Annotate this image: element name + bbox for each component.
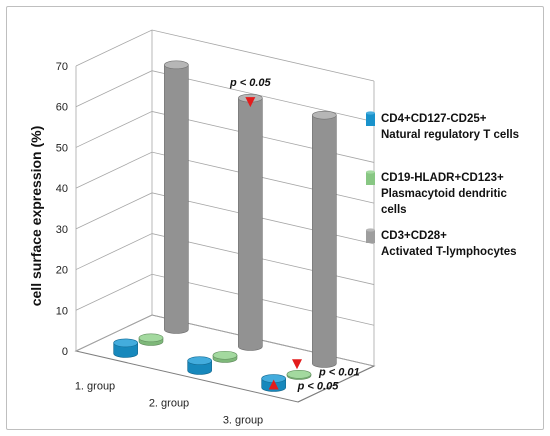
y-axis-label: cell surface expression (%)	[28, 126, 44, 307]
floor-edge	[297, 365, 375, 403]
y-tick-label: 20	[56, 265, 68, 277]
annotation: p < 0.05	[229, 77, 272, 108]
y-tick-label: 10	[56, 305, 68, 317]
bar	[212, 350, 238, 363]
down-triangle-marker	[245, 97, 256, 108]
legend-label: Activated T-lymphocytes	[381, 246, 516, 258]
category-labels: 1. group 2. group 3. group	[75, 381, 263, 427]
annotation: p < 0.05	[268, 379, 340, 393]
y-tick-label: 0	[62, 346, 68, 358]
legend-label: CD19-HLADR+CD123+	[381, 172, 504, 184]
down-triangle-marker	[292, 359, 302, 370]
gridlines	[75, 29, 375, 403]
up-triangle-marker	[268, 379, 279, 390]
legend-swatch-top	[366, 170, 375, 174]
legend-label: CD3+CD28+	[381, 230, 447, 242]
annotations: p < 0.05 p < 0.01 p < 0.05	[229, 77, 360, 392]
legend-swatch	[366, 172, 375, 185]
y-tick-label: 70	[56, 61, 68, 73]
legend-swatch	[366, 230, 375, 243]
bar-top	[212, 350, 238, 360]
bar-top	[286, 369, 312, 379]
legend-label: cells	[381, 204, 407, 216]
y-tick-labels: 0 10 20 30 40 50 60 70	[56, 61, 68, 358]
legend-swatch-top	[366, 228, 375, 232]
category-label: 3. group	[223, 415, 263, 427]
bar-body	[238, 97, 263, 351]
bar	[261, 374, 286, 392]
bar-body	[312, 114, 337, 368]
bar-body	[164, 64, 189, 334]
annotation: p < 0.01	[292, 359, 360, 378]
legend-swatch	[366, 113, 375, 126]
legend-label: CD4+CD127-CD25+	[381, 113, 487, 125]
category-label: 2. group	[149, 398, 189, 410]
legend-entry: CD19-HLADR+CD123+ Plasmacytoid dendritic c…	[366, 170, 508, 216]
legend: CD4+CD127-CD25+ Natural regulatory T cell…	[366, 111, 519, 258]
bar-top	[164, 60, 189, 70]
bar	[238, 93, 263, 351]
y-tick-label: 40	[56, 183, 68, 195]
chart-frame	[6, 6, 544, 430]
bar	[138, 333, 164, 346]
legend-entry: CD3+CD28+ Activated T-lymphocytes	[366, 228, 516, 258]
bar-top	[312, 110, 337, 120]
bar	[187, 356, 212, 375]
bar-top	[187, 356, 212, 366]
legend-entry: CD4+CD127-CD25+ Natural regulatory T cell…	[366, 111, 519, 141]
bar-top	[138, 333, 164, 343]
bar	[312, 110, 337, 368]
legend-label: Plasmacytoid dendritic	[381, 188, 508, 200]
bar	[164, 60, 189, 334]
annotation-label: p < 0.01	[318, 366, 360, 378]
gridline	[75, 29, 375, 82]
bars	[113, 60, 337, 392]
y-tick-label: 50	[56, 142, 68, 154]
legend-swatch-top	[366, 111, 375, 115]
annotation-label: p < 0.05	[229, 77, 272, 89]
y-tick-label: 30	[56, 224, 68, 236]
annotation-label: p < 0.05	[297, 381, 340, 393]
bar	[113, 338, 138, 358]
category-label: 1. group	[75, 381, 115, 393]
legend-label: Natural regulatory T cells	[381, 129, 519, 141]
y-tick-label: 60	[56, 102, 68, 114]
bar	[286, 369, 312, 380]
bar-top	[113, 338, 138, 348]
